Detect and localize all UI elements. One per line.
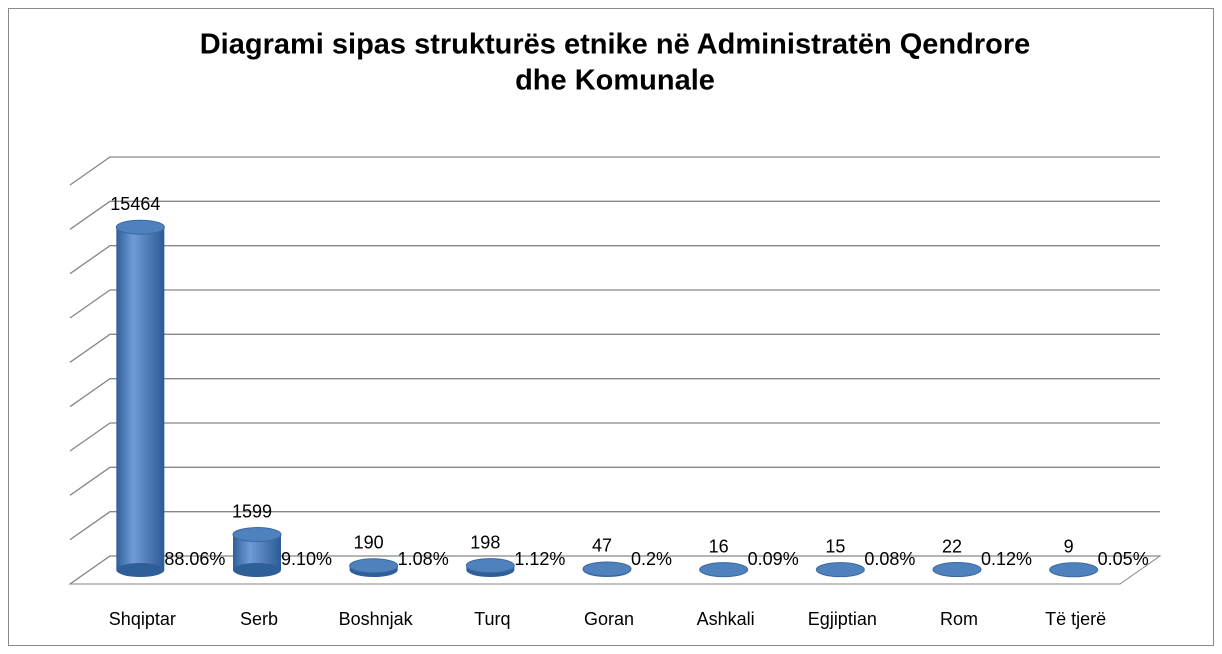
value-label: 16 bbox=[709, 536, 729, 556]
percent-label: 0.05% bbox=[1098, 549, 1149, 569]
grid-line bbox=[69, 511, 1160, 541]
grid-line bbox=[69, 466, 1160, 496]
value-label: 190 bbox=[354, 533, 384, 553]
grid-line bbox=[69, 200, 1160, 230]
x-tick-label: Egjiptian bbox=[808, 609, 877, 629]
grid-line bbox=[69, 378, 1160, 408]
value-label: 47 bbox=[592, 536, 612, 556]
cylinder-top bbox=[932, 562, 982, 578]
percent-label: 1.12% bbox=[514, 549, 565, 569]
percent-label: 0.08% bbox=[864, 549, 915, 569]
grid-line bbox=[69, 245, 1160, 275]
grid-line bbox=[69, 422, 1160, 452]
percent-label: 0.12% bbox=[981, 549, 1032, 569]
chart-title: Diagrami sipas strukturës etnike në Admi… bbox=[200, 29, 1031, 61]
percent-label: 1.08% bbox=[398, 549, 449, 569]
cylinder-top bbox=[815, 562, 865, 578]
percent-label: 88.06% bbox=[164, 549, 225, 569]
x-tick-label: Boshnjak bbox=[339, 609, 414, 629]
cylinder-bottom bbox=[233, 563, 281, 577]
percent-label: 0.2% bbox=[631, 549, 672, 569]
grid-line bbox=[69, 289, 1160, 319]
value-label: 198 bbox=[470, 532, 500, 552]
x-tick-label: Ashkali bbox=[697, 609, 755, 629]
percent-label: 0.09% bbox=[748, 549, 799, 569]
chart-border bbox=[8, 8, 1214, 646]
grid-line bbox=[69, 555, 1160, 585]
x-tick-label: Rom bbox=[940, 609, 978, 629]
value-label: 1599 bbox=[232, 501, 272, 521]
value-label: 15 bbox=[825, 536, 845, 556]
x-tick-label: Shqiptar bbox=[109, 609, 176, 629]
cylinder-top bbox=[232, 527, 282, 543]
cylinder-bottom bbox=[116, 563, 165, 577]
cylinder-top bbox=[115, 219, 165, 235]
chart-title: dhe Komunale bbox=[515, 65, 715, 97]
value-label: 22 bbox=[942, 536, 962, 556]
x-tick-label: Të tjerë bbox=[1045, 609, 1106, 629]
grid-line bbox=[69, 333, 1160, 363]
cylinder-top bbox=[349, 558, 399, 574]
value-label: 15464 bbox=[110, 194, 160, 214]
x-tick-label: Serb bbox=[240, 609, 278, 629]
cylinder-top bbox=[465, 558, 515, 574]
grid-line bbox=[69, 156, 1160, 186]
x-tick-label: Goran bbox=[584, 609, 634, 629]
cylinder-top bbox=[1049, 562, 1099, 578]
percent-label: 9.10% bbox=[281, 549, 332, 569]
cylinder-body bbox=[116, 227, 165, 570]
cylinder-top bbox=[582, 561, 632, 577]
cylinder-top bbox=[699, 562, 749, 578]
value-label: 9 bbox=[1064, 537, 1074, 557]
x-tick-label: Turq bbox=[474, 609, 510, 629]
